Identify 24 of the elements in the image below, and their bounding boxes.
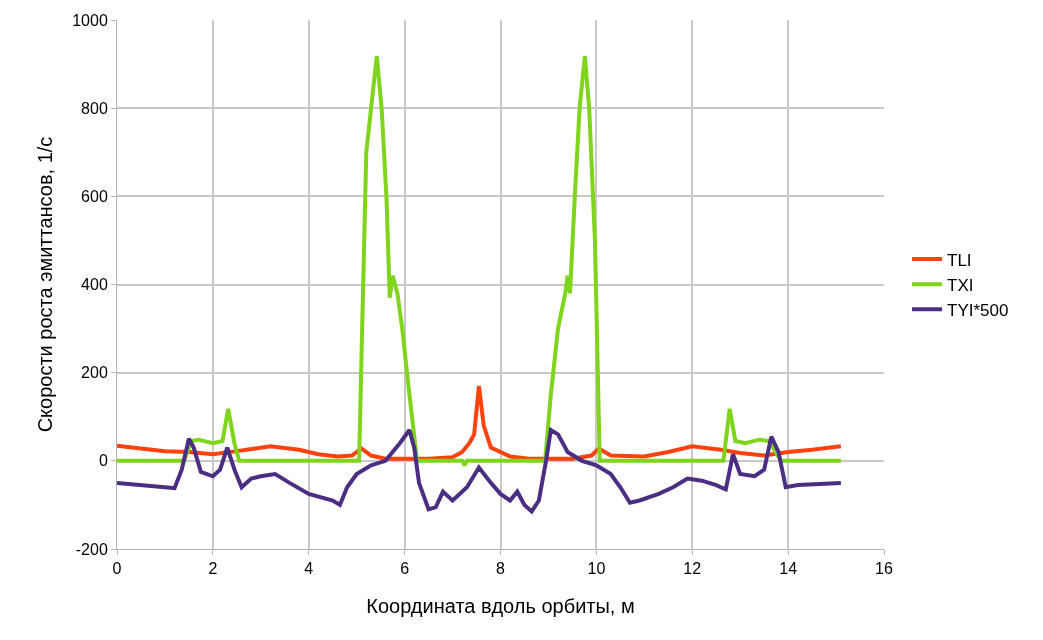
y-tick-label: 1000 (72, 11, 108, 29)
y-tick-label: 800 (81, 99, 108, 117)
x-tick-label: 6 (400, 560, 410, 578)
x-tick-label: 12 (683, 560, 702, 578)
y-tick-label: -200 (75, 540, 108, 558)
x-tick-label: 8 (496, 560, 506, 578)
y-tick-label: 0 (98, 452, 108, 470)
x-tick-label: 14 (779, 560, 798, 578)
x-tick-label: 10 (587, 560, 606, 578)
y-tick-label: 400 (81, 276, 108, 294)
y-tick-label: 200 (81, 364, 108, 382)
line-series (117, 54, 843, 468)
y-axis-title: Скорости роста эмиттансов, 1/с (33, 136, 56, 433)
legend-label: TYI*500 (947, 300, 1009, 320)
y-tick-label: 600 (81, 187, 108, 205)
line-series (117, 427, 843, 514)
legend-label: TXI (947, 275, 974, 295)
x-tick-label: 0 (112, 560, 122, 578)
x-tick-label: 16 (875, 560, 893, 578)
x-axis-title: Координата вдоль орбиты, м (366, 594, 635, 617)
x-tick-label: 2 (208, 560, 218, 578)
legend-label: TLI (947, 250, 972, 270)
line-series (117, 383, 843, 461)
x-tick-label: 4 (304, 560, 314, 578)
